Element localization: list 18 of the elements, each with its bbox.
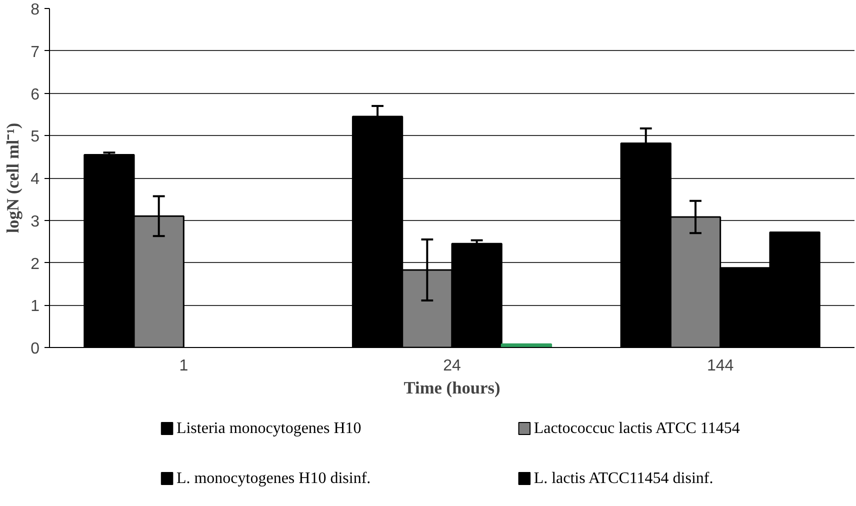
x-tick-label: 1 — [179, 358, 188, 374]
y-tick-label: 6 — [30, 86, 40, 104]
y-axis-title: logN (cell ml⁻¹) — [4, 122, 23, 234]
legend-label: Lactococcuc lactis ATCC 11454 — [534, 420, 740, 437]
legend-label: Listeria monocytogenes H10 — [176, 420, 362, 437]
x-tick-label: 144 — [706, 358, 734, 374]
legend-label: L. monocytogenes H10 disinf. — [176, 470, 371, 487]
x-tick-label: 24 — [443, 358, 461, 374]
y-tick-label: 5 — [30, 128, 40, 146]
y-tick-label: 0 — [30, 340, 40, 358]
y-tick-label: 2 — [30, 256, 40, 273]
y-tick-label: 4 — [30, 171, 40, 188]
legend-label: L. lactis ATCC11454 disinf. — [534, 470, 714, 487]
y-tick-label: 1 — [30, 298, 40, 316]
x-axis-title: Time (hours) — [404, 378, 500, 398]
y-tick-label: 8 — [30, 2, 40, 18]
y-tick-label: 3 — [30, 213, 40, 230]
y-tick-label: 7 — [30, 44, 40, 61]
